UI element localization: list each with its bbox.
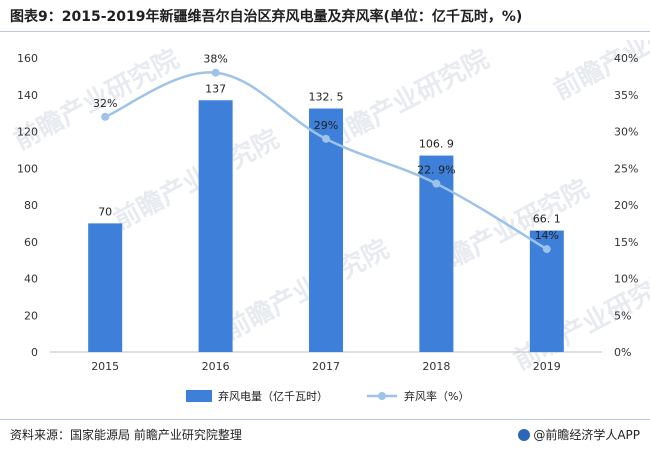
data-labels: 70 137 132. 5 106. 9 66. 1 32% 38% 29% 22. 9% 14% <box>93 53 561 242</box>
legend: 弃风电量（亿千瓦时） 弃风率（%） <box>186 389 469 403</box>
footer-divider <box>0 419 650 420</box>
bar-value-label: 132. 5 <box>309 91 344 104</box>
chart-title: 图表9：2015-2019年新疆维吾尔自治区弃风电量及弃风率(单位：亿千瓦时，%… <box>10 9 523 25</box>
y-left-tick-label: 100 <box>17 162 38 175</box>
bar-value-label: 106. 9 <box>419 138 454 151</box>
bar-value-label: 137 <box>205 82 226 95</box>
y-left-tick-label: 120 <box>17 126 38 139</box>
rate-value-label: 22. 9% <box>417 164 455 177</box>
chart: 前瞻产业研究院前瞻产业研究院前瞻产业研究院前瞻产业研究院前瞻产业研究院前瞻产业研… <box>9 40 650 403</box>
rate-value-label: 14% <box>535 229 559 242</box>
y-right-tick-label: 5% <box>614 309 631 322</box>
rate-point <box>322 134 330 143</box>
rate-point <box>432 179 441 188</box>
brand-logo-icon <box>518 429 531 441</box>
legend-line-label: 弃风率（%） <box>404 389 469 403</box>
y-left-tick-label: 160 <box>17 52 38 65</box>
x-tick-label: 2015 <box>91 360 119 373</box>
y-left-tick-label: 40 <box>24 273 38 286</box>
axes: 0 20 40 60 80 100 120 140 160 0% 5% 10% 15% 20% 25% 30%… <box>17 52 638 373</box>
x-tick-label: 2017 <box>312 360 340 373</box>
rate-point <box>211 68 220 77</box>
y-right-tick-label: 40% <box>614 52 638 65</box>
rate-value-label: 38% <box>203 53 227 66</box>
brand-credit: @前瞻经济学人APP <box>518 426 640 443</box>
y-right-tick-label: 0% <box>614 346 631 359</box>
y-right-tick-label: 35% <box>614 89 638 102</box>
watermark-text: 前瞻产业研究院 <box>219 233 394 346</box>
x-tick-label: 2019 <box>533 360 561 373</box>
bar-value-label: 66. 1 <box>533 213 561 226</box>
rate-line <box>101 68 551 254</box>
watermark-text: 前瞻产业研究院 <box>319 43 494 156</box>
legend-bar-label: 弃风电量（亿千瓦时） <box>218 389 328 403</box>
x-tick-label: 2016 <box>202 360 230 373</box>
y-right-tick-label: 10% <box>614 273 638 286</box>
x-tick-label: 2018 <box>422 360 450 373</box>
y-right-tick-label: 25% <box>614 162 638 175</box>
brand-text: @前瞻经济学人APP <box>533 428 640 442</box>
rate-value-label: 32% <box>93 97 117 110</box>
watermark-text: 前瞻产业研究院 <box>109 123 284 236</box>
y-left-tick-label: 20 <box>24 309 38 322</box>
legend-line-marker <box>378 392 386 400</box>
bar <box>309 108 343 352</box>
bar-value-label: 70 <box>98 205 112 218</box>
y-right-tick-label: 30% <box>614 126 638 139</box>
rate-point <box>101 112 110 121</box>
y-right-tick-label: 20% <box>614 199 638 212</box>
y-right-tick-label: 15% <box>614 236 638 249</box>
rate-point <box>542 245 551 254</box>
y-left-tick-label: 140 <box>17 89 38 102</box>
y-left-tick-label: 0 <box>31 346 38 359</box>
y-left-tick-label: 80 <box>24 199 38 212</box>
y-left-tick-label: 60 <box>24 236 38 249</box>
title-divider <box>0 31 650 32</box>
bar <box>88 223 123 352</box>
legend-bar-swatch <box>186 390 212 402</box>
bar <box>198 100 233 352</box>
source-note: 资料来源：国家能源局 前瞻产业研究院整理 <box>10 428 242 442</box>
rate-value-label: 29% <box>314 119 338 132</box>
